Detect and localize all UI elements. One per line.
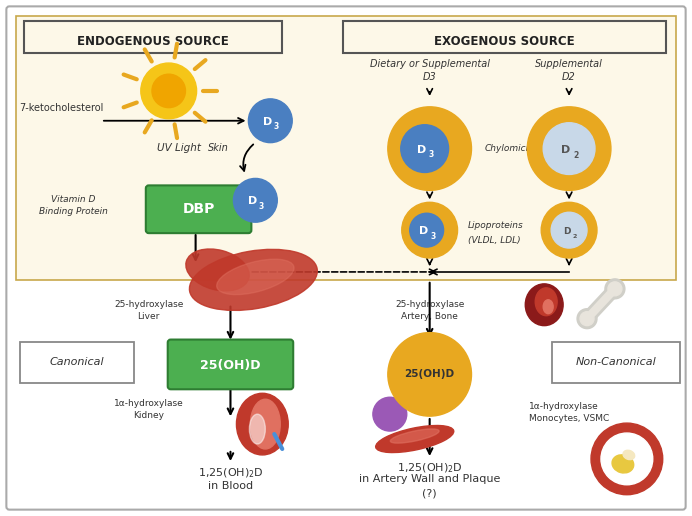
Text: Skin: Skin — [208, 142, 229, 153]
Text: DBP: DBP — [183, 202, 215, 216]
Circle shape — [248, 99, 292, 142]
Ellipse shape — [186, 249, 249, 291]
Text: in Artery Wall and Plaque: in Artery Wall and Plaque — [359, 474, 500, 484]
Circle shape — [608, 282, 622, 296]
Text: 7-ketocholesterol: 7-ketocholesterol — [19, 103, 104, 113]
Ellipse shape — [525, 284, 563, 326]
Ellipse shape — [376, 426, 454, 453]
Text: 25(OH)D: 25(OH)D — [200, 359, 261, 372]
Circle shape — [388, 107, 471, 190]
Text: Dietary or Supplemental
D3: Dietary or Supplemental D3 — [370, 59, 490, 82]
Text: D: D — [248, 196, 257, 206]
Text: D: D — [561, 144, 571, 155]
Circle shape — [141, 63, 197, 119]
Circle shape — [605, 279, 625, 299]
Circle shape — [551, 212, 587, 248]
Circle shape — [543, 123, 595, 174]
Bar — [17, 17, 675, 280]
Text: 3: 3 — [259, 202, 264, 211]
Circle shape — [527, 107, 611, 190]
FancyBboxPatch shape — [167, 340, 293, 389]
Circle shape — [410, 213, 444, 247]
Ellipse shape — [249, 414, 265, 444]
Text: 3: 3 — [428, 150, 433, 159]
Text: D: D — [563, 227, 571, 236]
Text: (VLDL, LDL): (VLDL, LDL) — [468, 236, 520, 245]
Ellipse shape — [237, 393, 289, 455]
Ellipse shape — [623, 450, 635, 460]
Text: ENDOGENOUS SOURCE: ENDOGENOUS SOURCE — [77, 35, 228, 47]
Text: D: D — [263, 117, 272, 127]
Text: 1,25(OH)$_2$D: 1,25(OH)$_2$D — [397, 461, 462, 475]
Text: (?): (?) — [422, 489, 437, 499]
Ellipse shape — [251, 399, 280, 449]
Circle shape — [402, 202, 457, 258]
FancyBboxPatch shape — [552, 342, 680, 383]
FancyBboxPatch shape — [6, 6, 686, 510]
Text: Vitamin D
Binding Protein: Vitamin D Binding Protein — [39, 195, 107, 216]
Text: Supplemental
D2: Supplemental D2 — [535, 59, 603, 82]
Circle shape — [601, 433, 653, 485]
Text: 25-hydroxylase
Artery, Bone: 25-hydroxylase Artery, Bone — [395, 300, 464, 320]
Circle shape — [591, 423, 663, 495]
Circle shape — [373, 397, 407, 431]
Text: 25-hydroxylase
Liver: 25-hydroxylase Liver — [114, 300, 183, 320]
FancyBboxPatch shape — [146, 185, 251, 233]
Text: 3: 3 — [430, 232, 435, 240]
Text: Non-Canonical: Non-Canonical — [576, 358, 656, 367]
Circle shape — [541, 202, 597, 258]
Text: 2: 2 — [574, 151, 579, 160]
Ellipse shape — [390, 429, 439, 443]
Text: D: D — [419, 226, 428, 236]
Ellipse shape — [535, 288, 557, 316]
Ellipse shape — [543, 300, 553, 314]
Text: in Blood: in Blood — [208, 481, 253, 491]
Text: Canonical: Canonical — [50, 358, 104, 367]
Text: 1α-hydroxylase
Kidney: 1α-hydroxylase Kidney — [114, 399, 183, 420]
Text: 3: 3 — [273, 122, 279, 131]
Text: UV Light: UV Light — [156, 142, 201, 153]
Circle shape — [152, 74, 185, 108]
Circle shape — [580, 312, 594, 326]
Circle shape — [388, 333, 471, 416]
FancyBboxPatch shape — [20, 342, 134, 383]
FancyBboxPatch shape — [343, 21, 666, 53]
Text: D: D — [417, 144, 426, 155]
Text: 25(OH)D: 25(OH)D — [405, 369, 455, 379]
Text: 1α-hydroxylase
Monocytes, VSMC: 1α-hydroxylase Monocytes, VSMC — [529, 402, 610, 423]
Text: Lipoproteins: Lipoproteins — [468, 221, 523, 230]
Circle shape — [233, 179, 277, 222]
FancyBboxPatch shape — [24, 21, 282, 53]
Text: 1,25(OH)$_2$D: 1,25(OH)$_2$D — [197, 467, 264, 480]
Ellipse shape — [612, 455, 634, 473]
Text: 2: 2 — [573, 234, 577, 238]
Text: Chylomicrons: Chylomicrons — [484, 144, 546, 153]
Circle shape — [577, 309, 597, 329]
Ellipse shape — [190, 249, 318, 311]
Text: EXOGENOUS SOURCE: EXOGENOUS SOURCE — [434, 35, 574, 47]
Circle shape — [401, 125, 448, 172]
Ellipse shape — [217, 259, 294, 295]
